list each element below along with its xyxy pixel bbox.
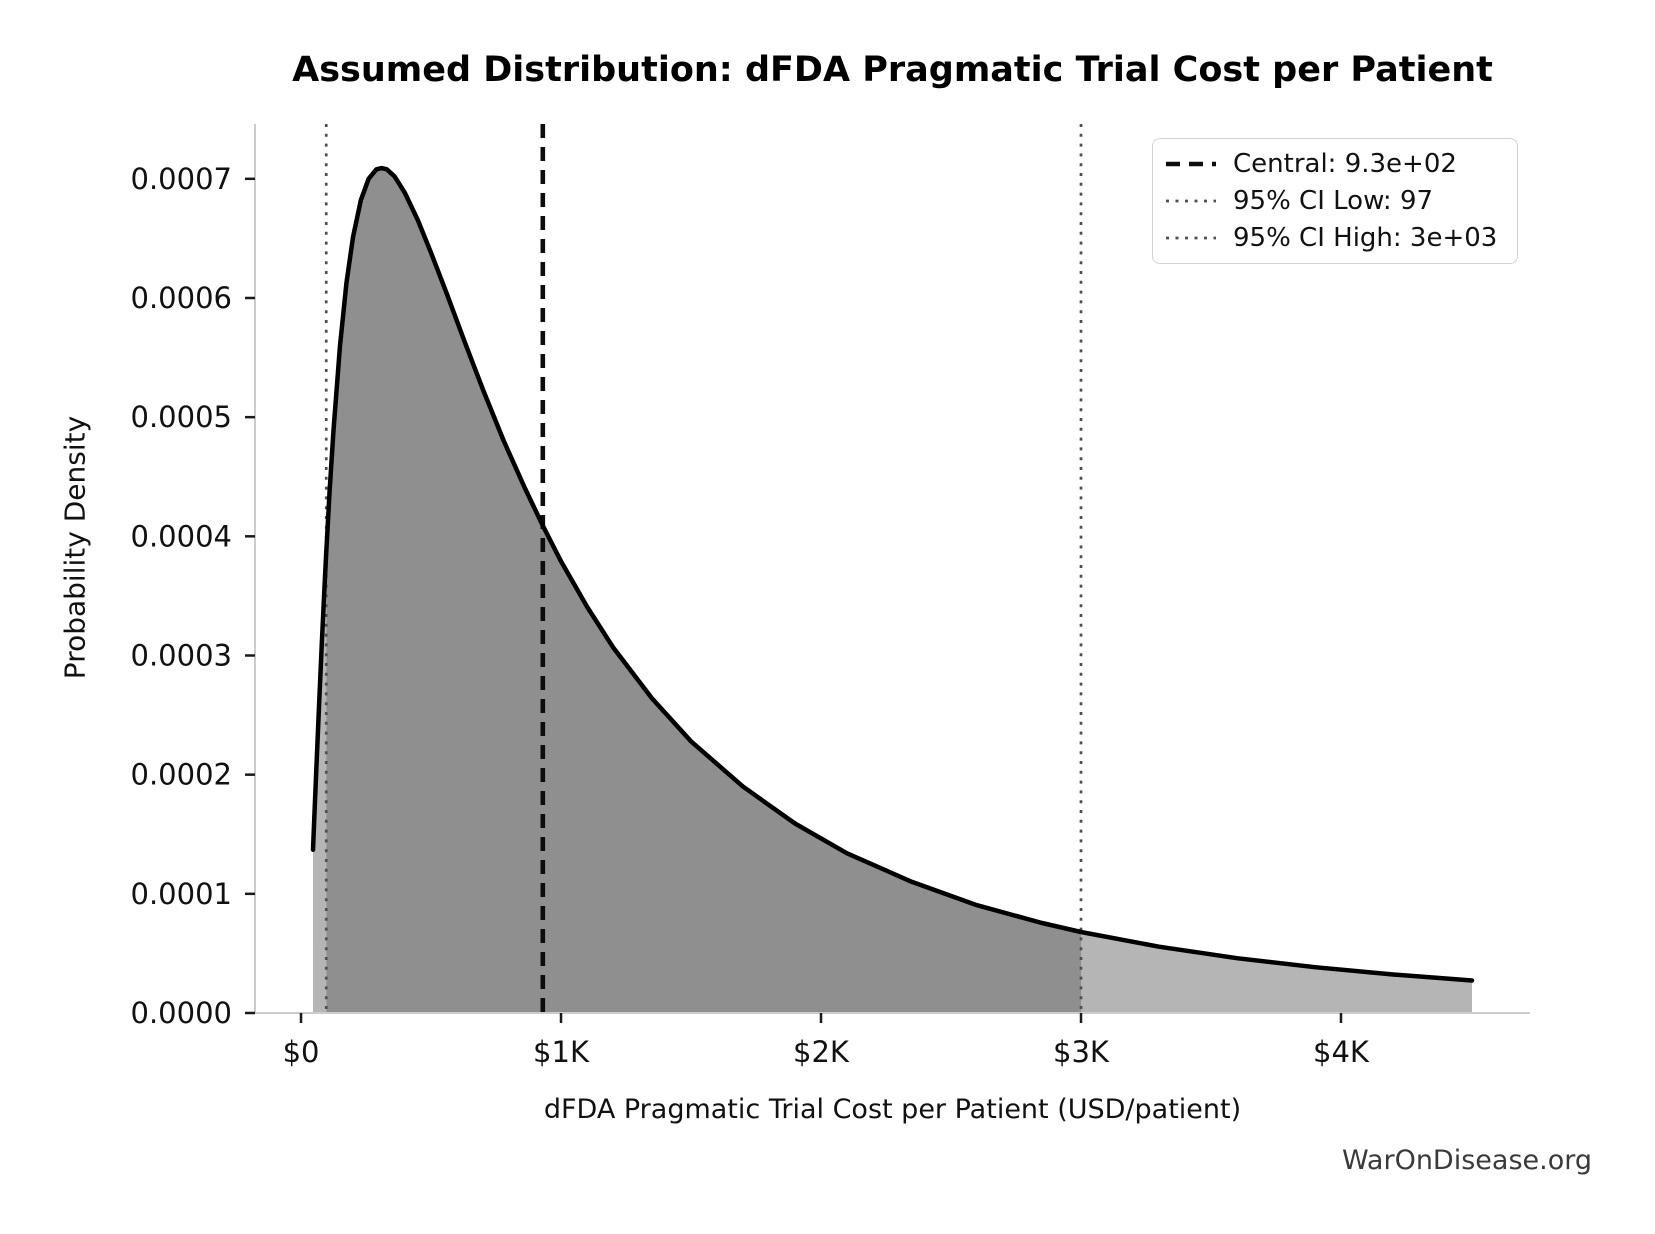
y-tick-label: 0.0002 xyxy=(131,758,232,792)
x-tick-label: $3K xyxy=(1053,1035,1110,1069)
y-tick-label: 0.0004 xyxy=(131,519,232,553)
x-tick-label: $0 xyxy=(283,1035,320,1069)
y-tick-label: 0.0003 xyxy=(131,638,232,672)
watermark-text: WarOnDisease.org xyxy=(1341,1145,1592,1176)
dashed-line-icon xyxy=(1166,161,1216,166)
chart-title: Assumed Distribution: dFDA Pragmatic Tri… xyxy=(292,50,1493,90)
fill-region-tail xyxy=(1080,932,1473,1013)
legend: Central: 9.3e+02 95% CI Low: 97 95% CI H… xyxy=(1152,138,1518,264)
legend-item-ci-high: 95% CI High: 3e+03 xyxy=(1165,220,1507,256)
x-tick-label: $2K xyxy=(793,1035,850,1069)
x-tick-label: $4K xyxy=(1313,1035,1370,1069)
legend-label-ci-high: 95% CI High: 3e+03 xyxy=(1233,223,1498,254)
y-tick-label: 0.0006 xyxy=(131,281,232,315)
y-tick-label: 0.0000 xyxy=(131,996,232,1030)
y-axis-label: Probability Density xyxy=(58,415,92,680)
legend-item-ci-low: 95% CI Low: 97 xyxy=(1165,183,1507,219)
density-curve xyxy=(310,165,1475,983)
y-tick-label: 0.0001 xyxy=(131,877,232,911)
y-tick-label: 0.0007 xyxy=(131,162,232,196)
x-tick-label: $1K xyxy=(533,1035,590,1069)
x-axis-label: dFDA Pragmatic Trial Cost per Patient (U… xyxy=(543,1094,1242,1125)
y-tick-label: 0.0005 xyxy=(131,400,232,434)
fill-region-central xyxy=(326,168,1081,1014)
legend-label-central: Central: 9.3e+02 xyxy=(1233,148,1457,179)
dotted-line-icon xyxy=(1166,199,1216,203)
legend-label-ci-low: 95% CI Low: 97 xyxy=(1233,185,1434,216)
dotted-line-icon xyxy=(1166,236,1216,240)
legend-item-central: Central: 9.3e+02 xyxy=(1165,146,1507,182)
